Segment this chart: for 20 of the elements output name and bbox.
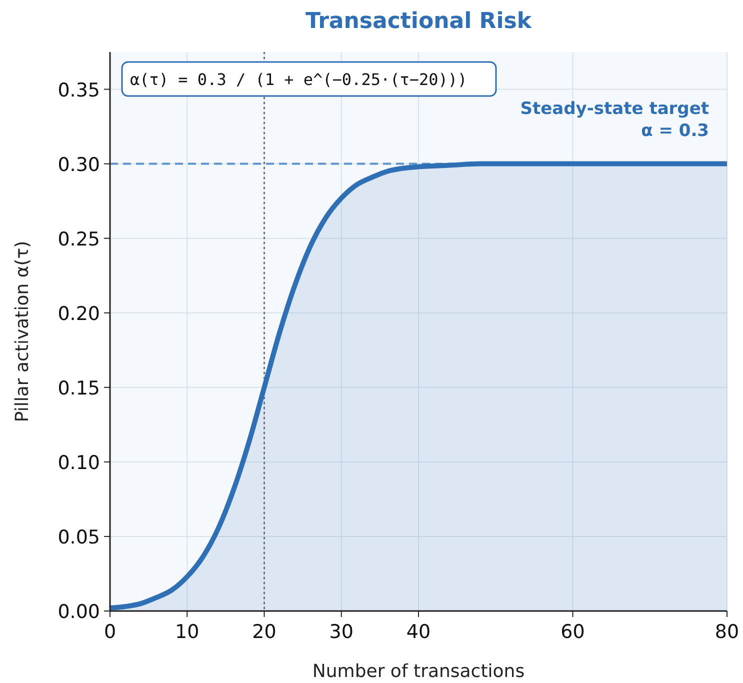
y-tick-label: 0.15 — [58, 377, 100, 400]
x-tick-label: 40 — [406, 621, 431, 643]
x-tick-label: 0 — [104, 621, 116, 643]
y-tick-label: 0.20 — [58, 302, 100, 325]
x-tick-label: 10 — [175, 621, 200, 643]
y-tick-label: 0.05 — [58, 526, 100, 548]
y-tick-label: 0.35 — [58, 79, 100, 102]
y-tick-label: 0.25 — [58, 228, 100, 250]
x-tick-label: 30 — [329, 621, 354, 643]
y-axis-title: Pillar activation α(τ) — [12, 240, 33, 422]
y-tick-label: 0.30 — [58, 154, 100, 176]
chart-title: Transactional Risk — [305, 9, 533, 34]
x-axis-title: Number of transactions — [312, 661, 525, 682]
x-tick-label: 60 — [560, 621, 585, 643]
x-tick-label: 20 — [252, 621, 276, 643]
ref-line-label: Steady-state target α = 0.3 — [520, 98, 709, 141]
y-tick-label: 0.10 — [58, 452, 100, 474]
x-tick-label: 80 — [714, 621, 740, 643]
y-tick-label: 0.00 — [58, 601, 100, 623]
annotation: α(τ) = 0.3 / (1 + e^(−0.25·(τ−20))) — [130, 70, 468, 89]
